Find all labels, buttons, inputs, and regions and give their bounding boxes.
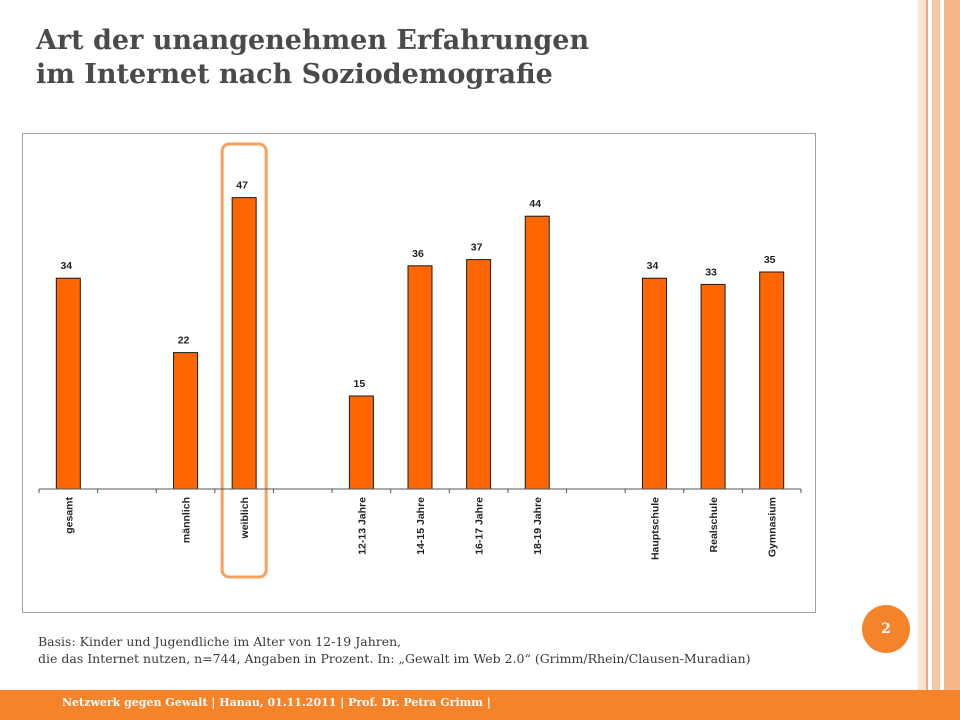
bar bbox=[759, 271, 785, 490]
data-label: 34 bbox=[647, 260, 659, 272]
data-label: 37 bbox=[471, 242, 483, 254]
data-label: 34 bbox=[60, 260, 72, 272]
data-label: 35 bbox=[764, 254, 776, 266]
footer-bar bbox=[0, 690, 960, 720]
bar bbox=[348, 395, 374, 490]
decor-stripe-3 bbox=[944, 0, 960, 720]
x-tick-label: gesamt bbox=[63, 496, 75, 533]
x-tick-label: 14-15 Jahre bbox=[415, 497, 427, 555]
page-number: 2 bbox=[881, 621, 891, 637]
source-note: Basis: Kinder und Jugendliche im Alter v… bbox=[38, 633, 868, 667]
slide-title: Art der unangenehmen Erfahrungen im Inte… bbox=[36, 24, 796, 92]
decor-stripe-1 bbox=[918, 0, 928, 720]
data-label: 44 bbox=[529, 198, 541, 210]
bar bbox=[524, 215, 550, 490]
decor-line bbox=[926, 0, 928, 720]
decor-stripe-2 bbox=[932, 0, 940, 720]
x-tick-label: Realschule bbox=[708, 497, 720, 553]
data-label: 22 bbox=[178, 335, 190, 347]
bar bbox=[641, 277, 667, 490]
bar bbox=[407, 265, 433, 490]
x-tick-label: weiblich bbox=[239, 497, 251, 539]
slide-title-line2: im Internet nach Soziodemografie bbox=[36, 59, 553, 90]
x-tick-label: männlich bbox=[181, 497, 193, 543]
data-label: 36 bbox=[412, 248, 424, 260]
data-label: 47 bbox=[236, 180, 248, 192]
source-note-line2: die das Internet nutzen, n=744, Angaben … bbox=[38, 651, 751, 666]
bar bbox=[173, 352, 199, 490]
x-tick-label: 16-17 Jahre bbox=[474, 497, 486, 555]
bar bbox=[231, 197, 257, 490]
bar bbox=[700, 283, 726, 490]
bar-chart: 34 22 47 15 36 37 44 34 33 35 gesamt männlich weibli… bbox=[38, 142, 802, 579]
x-tick-label: 12-13 Jahre bbox=[356, 497, 368, 555]
footer-text: Netzwerk gegen Gewalt | Hanau, 01.11.201… bbox=[62, 696, 491, 709]
highlight-box bbox=[220, 142, 268, 579]
bar bbox=[55, 277, 81, 490]
chart-frame: 34 22 47 15 36 37 44 34 33 35 gesamt männlich weibli… bbox=[22, 133, 816, 613]
x-tick-label: Hauptschule bbox=[649, 497, 661, 560]
slide-title-line1: Art der unangenehmen Erfahrungen bbox=[36, 25, 590, 56]
page-number-badge: 2 bbox=[862, 605, 910, 653]
data-label: 15 bbox=[354, 378, 366, 390]
x-tick-label: Gymnasium bbox=[767, 497, 779, 557]
data-label: 33 bbox=[705, 266, 717, 278]
bar bbox=[466, 259, 492, 490]
x-tick-label: 18-19 Jahre bbox=[532, 497, 544, 555]
source-note-line1: Basis: Kinder und Jugendliche im Alter v… bbox=[38, 634, 402, 649]
